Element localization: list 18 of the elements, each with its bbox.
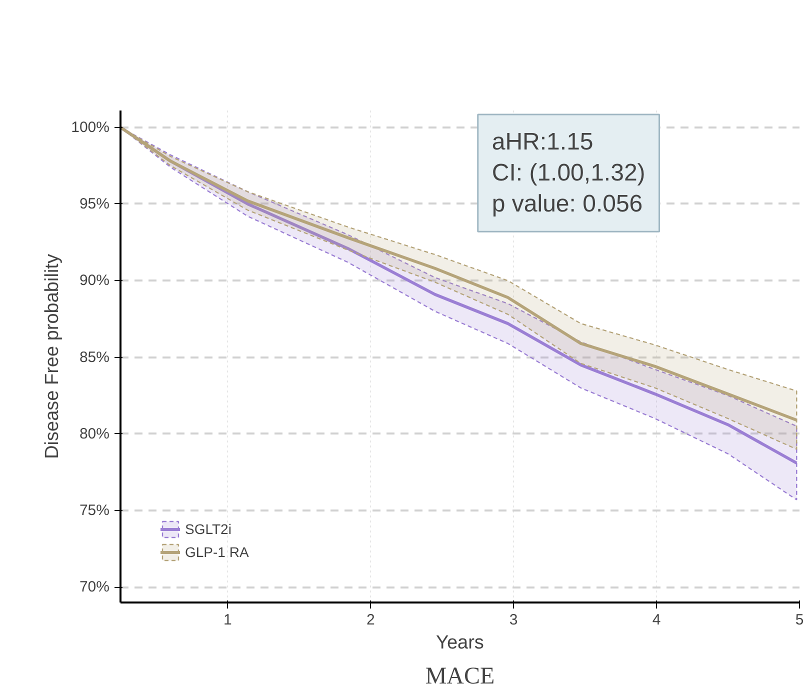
legend-label: GLP-1 RA	[185, 544, 249, 560]
y-tick-label: 70%	[79, 578, 110, 596]
y-tick-label: 100%	[71, 118, 110, 136]
annotation: aHR:1.15 CI: (1.00,1.32) p value: 0.056	[492, 128, 646, 218]
x-tick-label: 5	[795, 612, 804, 628]
x-tick-label: 3	[509, 612, 518, 628]
x-tick-label: 4	[652, 612, 661, 628]
y-tick-label: 80%	[79, 425, 110, 442]
y-tick-label: 95%	[79, 195, 110, 212]
x-tick-label: 2	[366, 612, 375, 628]
y-tick-label: 85%	[79, 348, 110, 366]
text: MACE	[425, 664, 495, 690]
y-axis-title: Disease Free probability	[42, 254, 64, 459]
x-axis-title: Years	[436, 632, 484, 654]
legend-label: SGLT2i	[185, 521, 232, 537]
x-tick-label: 1	[224, 612, 232, 628]
y-tick-label: 75%	[79, 502, 110, 520]
y-tick-label: 90%	[79, 272, 110, 290]
